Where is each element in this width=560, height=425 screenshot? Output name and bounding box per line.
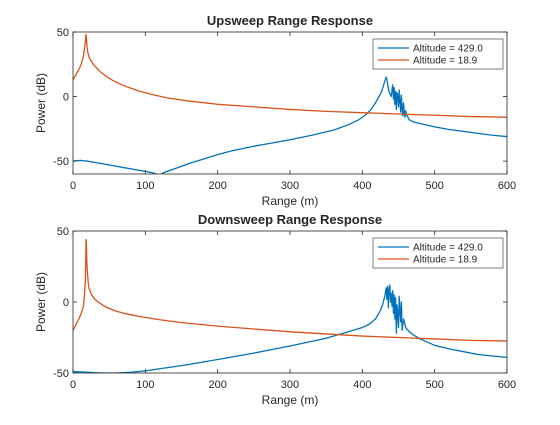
legend-label: Altitude = 18.9 — [413, 56, 478, 67]
x-tick-label: 400 — [353, 180, 371, 192]
x-tick-label: 200 — [208, 180, 226, 192]
x-tick-label: 500 — [425, 180, 443, 192]
x-axis-label: Range (m) — [262, 194, 319, 208]
y-tick-label: -50 — [53, 156, 69, 168]
x-tick-label: 100 — [136, 180, 154, 192]
x-tick-label: 100 — [136, 379, 154, 391]
x-tick-label: 600 — [498, 180, 516, 192]
x-tick-label: 300 — [281, 379, 299, 391]
legend-box — [372, 38, 504, 70]
x-tick-label: 600 — [498, 379, 516, 391]
x-tick-label: 0 — [70, 180, 76, 192]
series-line-1 — [73, 284, 507, 373]
legend-box — [372, 237, 504, 269]
legend-label: Altitude = 18.9 — [413, 255, 478, 266]
series-line-2 — [73, 33, 507, 118]
x-tick-label: 400 — [353, 379, 371, 391]
y-tick-label: 50 — [57, 27, 69, 39]
x-axis-label: Range (m) — [262, 393, 319, 407]
x-tick-label: 0 — [70, 379, 76, 391]
legend-label: Altitude = 429.0 — [413, 243, 483, 254]
chart-title: Upsweep Range Response — [207, 13, 373, 28]
y-tick-label: 0 — [63, 297, 69, 309]
x-tick-label: 500 — [425, 379, 443, 391]
x-tick-label: 200 — [208, 379, 226, 391]
x-tick-label: 300 — [281, 180, 299, 192]
y-tick-label: 0 — [63, 92, 69, 104]
y-tick-label: 50 — [57, 226, 69, 238]
y-axis-label: Power (dB) — [34, 272, 48, 332]
y-axis-label: Power (dB) — [34, 73, 48, 133]
legend-label: Altitude = 429.0 — [413, 44, 483, 55]
chart-title: Downsweep Range Response — [198, 212, 382, 227]
y-tick-label: -50 — [53, 368, 69, 380]
series-line-2 — [73, 238, 507, 342]
